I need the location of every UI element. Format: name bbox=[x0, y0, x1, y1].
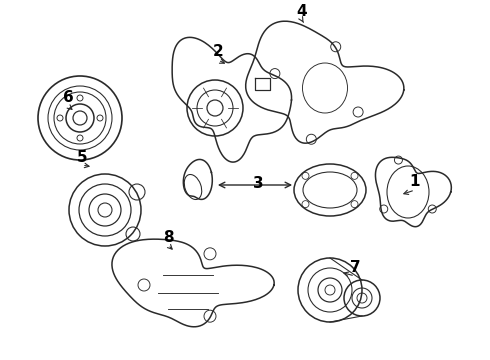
Text: 4: 4 bbox=[296, 4, 307, 19]
Text: 8: 8 bbox=[163, 230, 173, 244]
Text: 3: 3 bbox=[253, 175, 263, 190]
Text: 7: 7 bbox=[350, 261, 360, 275]
Text: 2: 2 bbox=[213, 45, 223, 59]
Text: 6: 6 bbox=[63, 90, 74, 105]
Text: 1: 1 bbox=[410, 175, 420, 189]
Text: 5: 5 bbox=[77, 149, 87, 165]
